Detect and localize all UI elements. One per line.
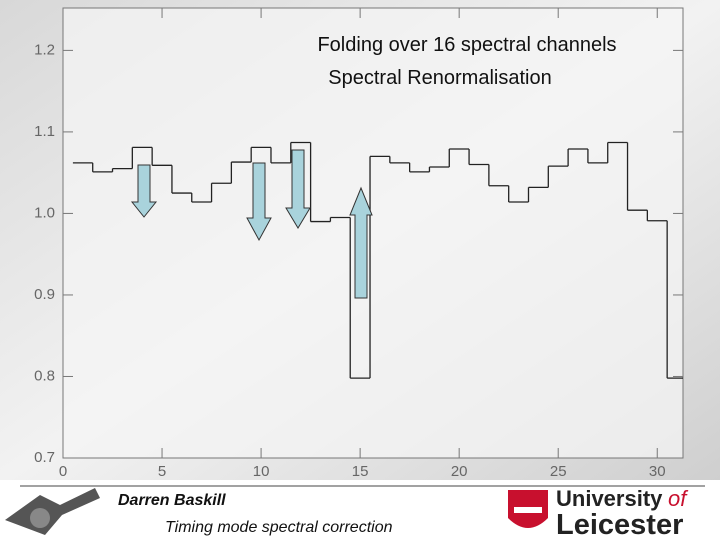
chart-title: Folding over 16 spectral channels bbox=[317, 34, 616, 56]
arrow-down bbox=[130, 164, 158, 218]
logo: University of Leicester bbox=[508, 486, 689, 541]
x-tick-label: 15 bbox=[352, 463, 369, 480]
satellite-icon bbox=[5, 488, 100, 535]
x-tick-label: 5 bbox=[158, 463, 166, 480]
x-tick-label: 25 bbox=[550, 463, 567, 480]
arrow-down bbox=[285, 149, 311, 229]
plot-area bbox=[62, 7, 684, 459]
y-tick-label: 0.9 bbox=[34, 286, 55, 303]
chart-subtitle: Spectral Renormalisation bbox=[328, 67, 551, 89]
arrow-down bbox=[246, 162, 272, 242]
y-tick-label: 0.8 bbox=[34, 367, 55, 384]
x-tick-label: 30 bbox=[649, 463, 666, 480]
y-tick-label: 0.7 bbox=[34, 449, 55, 466]
x-tick-label: 10 bbox=[253, 463, 270, 480]
arrows bbox=[130, 149, 373, 299]
logo-text: of bbox=[668, 486, 689, 511]
y-tick-label: 1.1 bbox=[34, 123, 55, 140]
author: Darren Baskill bbox=[118, 492, 226, 509]
arrow-up bbox=[349, 186, 373, 299]
talk-title: Timing mode spectral correction bbox=[165, 519, 393, 536]
x-tick-label: 20 bbox=[451, 463, 468, 480]
logo-band bbox=[514, 507, 542, 513]
logo-text: Leicester bbox=[556, 509, 683, 540]
y-tick-label: 1.0 bbox=[34, 204, 55, 221]
logo-text: University bbox=[556, 486, 663, 511]
marks: 0.7 0.8 0.9 1.0 1.1 1.2 0 5 10 15 20 25 30 bbox=[34, 8, 683, 480]
x-tick-label: 0 bbox=[59, 463, 67, 480]
y-tick-label: 1.2 bbox=[34, 41, 55, 58]
